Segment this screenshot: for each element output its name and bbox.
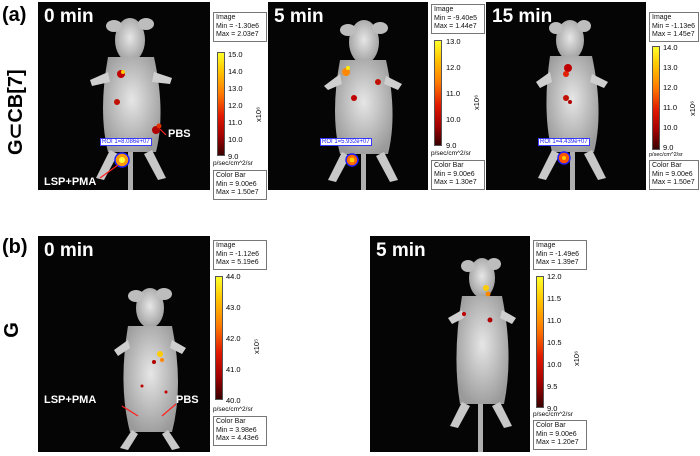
panel-label-b: (b) [2, 236, 28, 258]
tick-labels-a2: 13.0 12.0 11.0 10.0 9.0 [446, 37, 461, 150]
arrows-a1 [99, 128, 167, 179]
annotation-lsp-a1: LSP+PMA [44, 176, 97, 188]
color-scale-a1 [217, 52, 225, 156]
mouse-image-b1 [38, 236, 210, 452]
colorbar-info-a2: Color Bar Min = 9.00e6 Max = 1.30e7 [431, 160, 485, 190]
mouse-silhouette-a1 [90, 18, 172, 190]
color-scale-b1 [215, 276, 223, 400]
scale-multiplier-a2: x10⁶ [472, 94, 481, 110]
tick-labels-a3: 14.0 13.0 12.0 11.0 10.0 9.0 [663, 43, 678, 152]
arrows-b1 [121, 403, 177, 417]
time-label-a3: 15 min [492, 6, 553, 27]
image-info-a2: Image Min = -9.40e5 Max = 1.44e7 [431, 4, 485, 34]
tick-labels-a1: 15.0 14.0 13.0 12.0 11.0 10.0 9.0 [228, 50, 243, 161]
tick-labels-b2: 12.0 11.5 11.0 10.5 10.0 9.5 9.0 [547, 272, 562, 413]
time-label-a1: 0 min [44, 6, 94, 27]
image-max-a1: Max = 2.03e7 [216, 31, 259, 38]
mouse-silhouette-a2 [324, 20, 402, 190]
mouse-silhouette-b2 [448, 258, 516, 452]
unit-a1: p/sec/cm^2/sr [213, 160, 253, 167]
colorbar-info-a1: Color Bar Min = 9.00e6 Max = 1.50e7 [213, 170, 267, 200]
image-info-b1: Image Min = -1.12e6 Max = 5.19e6 [213, 240, 267, 270]
image-info-a3: Image Min = -1.13e6 Max = 1.45e7 [649, 12, 699, 42]
color-scale-a2 [434, 40, 442, 146]
tick-labels-b1: 44.0 43.0 42.0 41.0 40.0 [226, 272, 241, 405]
roi-label-a3: ROI 1=4.439e+07 [538, 138, 590, 146]
time-label-a2: 5 min [274, 6, 324, 27]
image-min-a1: Min = -1.30e6 [216, 22, 259, 30]
annotation-lsp-b1: LSP+PMA [44, 394, 97, 406]
color-scale-a3 [652, 46, 660, 150]
color-scale-b2 [536, 276, 544, 408]
mouse-image-b2 [370, 236, 530, 452]
row-label-a: G⊂CB[7] [5, 69, 27, 155]
image-info-b2: Image Min = -1.49e6 Max = 1.39e7 [533, 240, 587, 270]
time-label-b1: 0 min [44, 240, 94, 261]
roi-label-a2: ROI 1=5.932e+07 [320, 138, 372, 146]
annotation-pbs-b1: PBS [176, 394, 199, 406]
mouse-silhouette-b1 [114, 288, 186, 450]
mouse-image-a3 [486, 2, 646, 190]
colorbar-info-b2: Color Bar Min = 9.00e6 Max = 1.20e7 [533, 420, 587, 450]
time-label-b2: 5 min [376, 240, 426, 261]
colorbar-info-b1: Color Bar Min = 3.98e6 Max = 4.43e6 [213, 416, 267, 446]
row-label-b: G [1, 322, 23, 338]
unit-b2: p/sec/cm^2/sr [533, 411, 573, 418]
image-info-a1: Image Min = -1.30e6 Max = 2.03e7 [213, 12, 267, 42]
mouse-image-a1 [38, 2, 210, 190]
unit-b1: p/sec/cm^2/sr [213, 406, 253, 413]
scale-multiplier-b1: x10⁵ [252, 338, 261, 354]
unit-a2: p/sec/cm^2/sr [431, 150, 471, 157]
image-heading-a1: Image [216, 14, 236, 21]
colorbar-info-a3: Color Bar Min = 9.00e6 Max = 1.50e7 [649, 160, 699, 190]
roi-label-a1: ROI 1=8.086e+07 [100, 138, 152, 146]
scale-multiplier-b2: x10⁶ [572, 350, 581, 366]
unit-a3: p/sec/cm^2/sr [649, 152, 683, 158]
mouse-image-a2 [268, 2, 428, 190]
mouse-silhouette-a3 [536, 20, 608, 190]
panel-label-a: (a) [2, 4, 27, 26]
scale-multiplier-a3: x10⁶ [688, 100, 697, 116]
scale-multiplier-a1: x10⁶ [254, 106, 263, 122]
annotation-pbs-a1: PBS [168, 128, 191, 140]
